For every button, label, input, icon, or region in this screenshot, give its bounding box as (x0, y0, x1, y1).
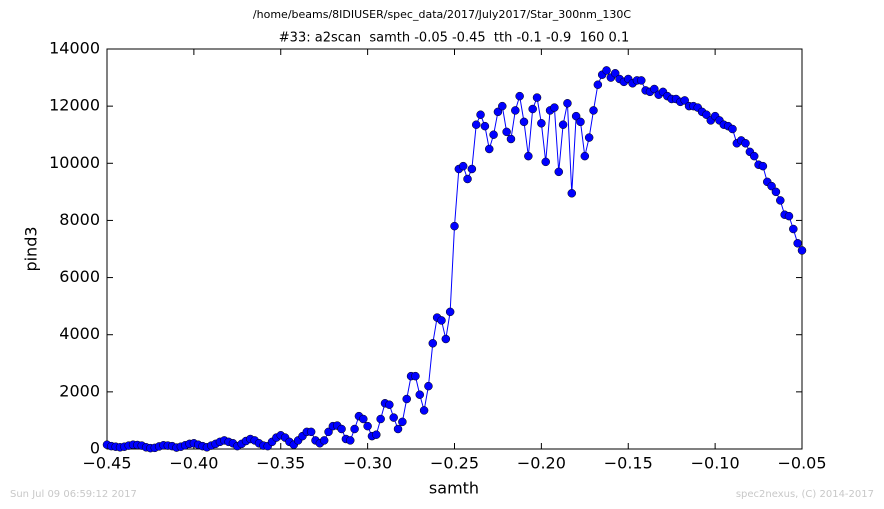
data-point (437, 316, 446, 325)
x-tick-label: −0.10 (691, 454, 740, 473)
data-point (393, 424, 403, 434)
data-point (637, 76, 646, 85)
data-point (563, 99, 572, 108)
data-point (306, 427, 316, 437)
data-point (372, 430, 381, 439)
data-point (784, 211, 794, 221)
data-point (506, 134, 516, 144)
data-point (741, 139, 750, 148)
data-point (789, 224, 798, 234)
y-tick-label: 10000 (49, 153, 100, 172)
data-point (776, 196, 785, 205)
data-point (424, 381, 433, 391)
data-point (458, 161, 468, 171)
data-point (411, 371, 420, 381)
data-point (771, 187, 781, 197)
y-tick-label: 4000 (59, 324, 100, 343)
series-line (106, 69, 803, 449)
x-tick-label: −0.15 (604, 454, 653, 473)
data-point (441, 334, 451, 344)
x-axis-label: samth (429, 479, 479, 498)
data-point (767, 181, 776, 191)
data-point (346, 436, 355, 445)
data-point (450, 221, 459, 231)
data-point (576, 117, 585, 127)
y-tick-label: 12000 (49, 96, 100, 115)
x-tick-label: −0.45 (82, 454, 131, 473)
data-point (610, 69, 620, 78)
data-point (580, 151, 590, 161)
data-point (758, 161, 768, 171)
data-point (554, 167, 563, 177)
data-point (319, 436, 329, 445)
footer-left: Sun Jul 09 06:59:12 2017 (10, 489, 137, 500)
x-tick-label: −0.35 (256, 454, 305, 473)
data-point (680, 96, 689, 105)
data-point (389, 413, 398, 422)
data-point (498, 101, 507, 111)
y-tick-label: 6000 (59, 267, 100, 286)
data-point (519, 117, 529, 127)
data-point (376, 414, 385, 424)
x-tick-label: −0.05 (777, 454, 826, 473)
data-point (476, 110, 485, 119)
data-point (589, 106, 598, 115)
data-point (337, 424, 346, 434)
x-tick-label: −0.20 (517, 454, 566, 473)
data-point (571, 111, 581, 121)
data-point (445, 307, 455, 317)
y-tick-label: 8000 (59, 210, 100, 229)
data-point (567, 189, 577, 198)
data-point (593, 80, 603, 89)
y-tick-label: 0 (90, 439, 100, 458)
data-point (502, 127, 511, 137)
data-point (793, 239, 802, 248)
data-point (350, 424, 359, 434)
x-tick-label: −0.25 (430, 454, 479, 473)
data-point (463, 174, 472, 184)
data-point (428, 339, 438, 348)
data-point (537, 119, 546, 128)
data-point (471, 120, 481, 129)
y-axis-label: pind3 (22, 226, 41, 271)
data-point (415, 390, 424, 399)
data-point (550, 103, 559, 112)
data-point (541, 157, 550, 167)
y-tick-label: 14000 (49, 39, 100, 58)
data-point (558, 120, 568, 129)
data-point (324, 427, 333, 437)
data-point (584, 133, 594, 142)
y-tick-label: 2000 (59, 381, 100, 400)
data-point (489, 130, 498, 139)
chart-title: #33: a2scan samth -0.05 -0.45 tth -0.1 -… (279, 31, 629, 46)
footer-right: spec2nexus, (C) 2014-2017 (736, 489, 874, 500)
data-point (797, 246, 807, 255)
data-point (385, 400, 394, 409)
data-point (402, 394, 411, 404)
data-point (532, 93, 542, 102)
data-point (749, 151, 759, 161)
data-point (728, 124, 737, 134)
data-point (467, 164, 477, 174)
data-point (511, 106, 520, 115)
data-point (702, 110, 711, 119)
data-point (528, 104, 537, 114)
data-point (398, 417, 407, 427)
data-point (515, 91, 524, 101)
data-point (524, 151, 533, 161)
data-point (359, 414, 368, 424)
data-point (650, 84, 659, 94)
x-tick-label: −0.30 (343, 454, 392, 473)
data-point (602, 66, 611, 75)
data-point (480, 121, 490, 131)
data-point (493, 107, 503, 117)
suptitle: /home/beams/8IDIUSER/spec_data/2017/July… (253, 8, 631, 21)
x-tick-label: −0.40 (169, 454, 218, 473)
data-point (363, 421, 372, 431)
data-point (419, 406, 429, 415)
data-point (485, 144, 494, 154)
